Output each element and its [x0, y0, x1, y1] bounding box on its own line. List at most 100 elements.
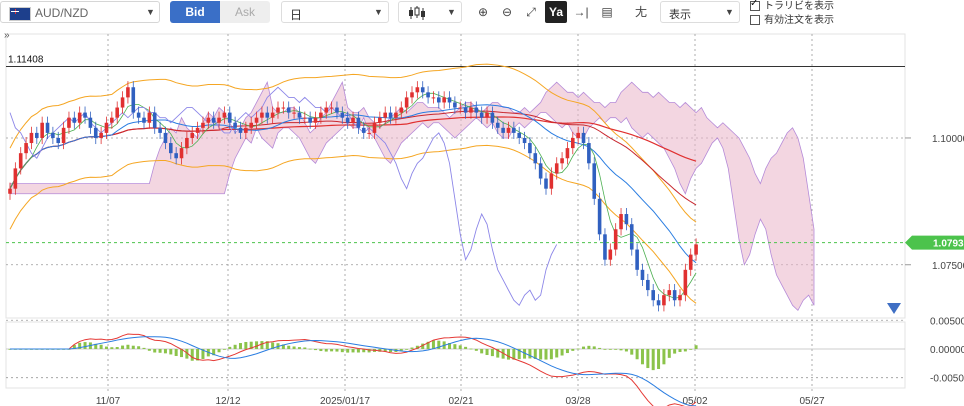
osc-tick-label: 0.00500	[930, 316, 964, 327]
macd-histogram-bar	[506, 348, 510, 360]
oscillator-plot-area	[5, 321, 906, 389]
macd-histogram-bar	[571, 348, 575, 351]
candle-body	[260, 112, 264, 118]
candle-body	[13, 168, 18, 189]
bid-button[interactable]: Bid	[170, 1, 220, 23]
macd-histogram-bar	[362, 348, 366, 353]
candle-body	[131, 87, 136, 113]
x-tick-label: 11/07	[96, 396, 121, 406]
macd-histogram-bar	[330, 348, 334, 352]
trarib-checkbox[interactable]: トラリビを表示	[750, 0, 834, 12]
macd-histogram-bar	[233, 344, 237, 349]
candle-body	[72, 117, 77, 123]
macd-histogram-bar	[421, 343, 425, 349]
candle-body	[399, 107, 404, 113]
candle-body	[426, 92, 430, 98]
chevron-down-icon: ▼	[146, 7, 155, 17]
candle-body	[174, 153, 178, 159]
candle-body	[83, 112, 87, 118]
macd-histogram-bar	[201, 348, 205, 359]
candle-body	[270, 112, 275, 118]
candle-body	[372, 122, 377, 133]
candle-body	[286, 107, 291, 113]
candle-body	[672, 290, 677, 301]
draw-icon[interactable]: ⼪	[634, 5, 647, 19]
candle-body	[319, 112, 323, 118]
candle-body	[565, 148, 570, 159]
high-marker-label: 1.11408	[8, 55, 44, 66]
candle-body	[163, 132, 168, 144]
macd-histogram-bar	[464, 346, 468, 349]
candle-body	[297, 112, 302, 118]
candle-body	[179, 148, 184, 159]
osc-tick-label: -0.00500	[930, 374, 964, 385]
candle-body	[522, 137, 527, 144]
macd-histogram-bar	[469, 348, 473, 350]
candle-body	[479, 112, 484, 118]
macd-histogram-bar	[383, 348, 387, 352]
macd-histogram-bar	[528, 348, 532, 359]
price-chart[interactable]: 11/07 12/12 2025/01/17 02/21 03/28 05/02 05/27…	[0, 26, 964, 406]
candle-body	[18, 153, 23, 169]
ask-button[interactable]: Ask	[220, 1, 270, 23]
macd-histogram-bar	[512, 348, 516, 360]
macd-histogram-bar	[319, 348, 323, 352]
display-selector[interactable]: 表示 ▼	[660, 1, 740, 23]
period-selector[interactable]: 日 ▼	[281, 1, 389, 23]
candle-body	[88, 117, 93, 128]
candle-body	[152, 112, 157, 128]
candle-body	[619, 214, 623, 230]
candle-body	[51, 132, 55, 138]
orders-checkbox[interactable]: 有効注文を表示	[750, 11, 834, 26]
macd-histogram-bar	[217, 348, 221, 353]
macd-histogram-bar	[72, 344, 76, 349]
document-icon[interactable]: ▤	[601, 5, 613, 19]
macd-histogram-bar	[651, 348, 655, 371]
candle-body	[8, 188, 12, 194]
candle-body	[656, 300, 661, 306]
macd-histogram-bar	[99, 344, 103, 349]
jump-end-icon[interactable]: →|	[573, 5, 589, 19]
candle-body	[185, 137, 189, 149]
chevron-down-icon: ▼	[374, 7, 383, 17]
zoom-out-icon[interactable]: ⊖	[501, 5, 513, 19]
chart-type-selector[interactable]: ▼	[398, 1, 462, 23]
macd-histogram-bar	[292, 346, 296, 349]
candle-body	[335, 107, 339, 113]
candle-body	[206, 117, 211, 123]
candle-body	[581, 132, 586, 144]
candle-body	[651, 290, 655, 301]
macd-histogram-bar	[490, 348, 494, 357]
collapse-icon[interactable]: »	[4, 30, 10, 41]
ya-icon[interactable]: Ya	[545, 1, 567, 23]
period-label: 日	[290, 8, 303, 22]
candle-body	[254, 117, 259, 123]
candle-body	[640, 269, 645, 280]
macd-histogram-bar	[222, 348, 226, 350]
chevron-down-icon: ▼	[725, 7, 734, 17]
symbol-selector[interactable]: AUD/NZD ▼	[0, 1, 160, 23]
candle-body	[474, 107, 479, 113]
candle-body	[56, 137, 61, 144]
macd-histogram-bar	[533, 348, 537, 359]
macd-histogram-bar	[147, 348, 151, 351]
candle-body	[560, 158, 564, 164]
zoom-in-icon[interactable]: ⊕	[477, 5, 489, 19]
candle-body	[554, 163, 559, 174]
candle-body	[597, 198, 602, 235]
candle-body	[104, 122, 109, 133]
candle-body	[629, 224, 634, 250]
candle-body	[453, 102, 457, 108]
macd-histogram-bar	[431, 340, 435, 349]
candle-body	[356, 117, 361, 128]
candle-body	[571, 137, 575, 149]
y-tick-label: 1.10000	[932, 134, 964, 145]
macd-histogram-bar	[153, 348, 157, 353]
macd-histogram-bar	[115, 347, 119, 349]
scroll-to-latest-icon[interactable]	[887, 303, 901, 314]
macd-histogram-bar	[163, 348, 167, 354]
candle-body	[233, 122, 237, 128]
candle-body	[345, 117, 350, 123]
fit-icon[interactable]: ⤢	[526, 5, 536, 19]
macd-histogram-bar	[281, 344, 285, 349]
